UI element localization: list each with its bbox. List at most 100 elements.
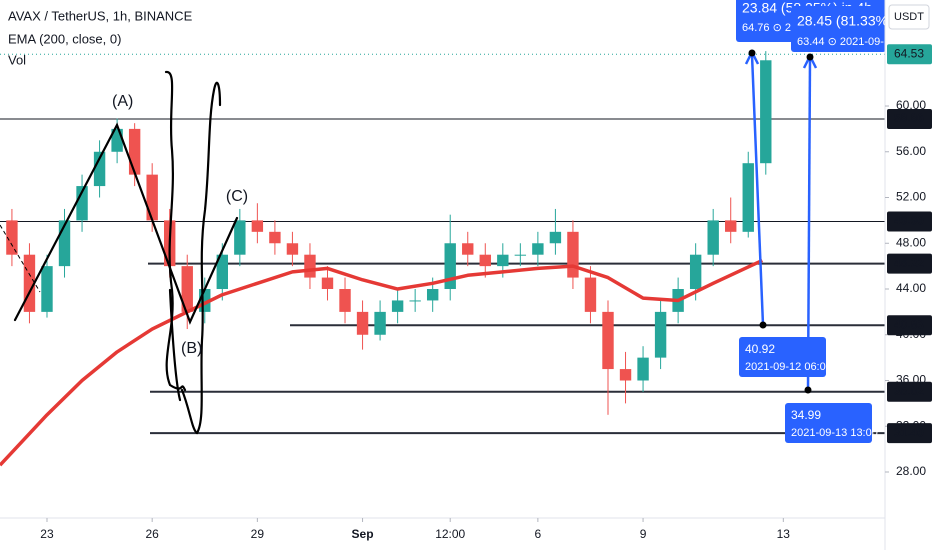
candle-body	[567, 231, 579, 278]
y-tick-label: 44.00	[896, 281, 926, 295]
symbol: AVAX / TetherUS, 1h, BINANCE	[8, 8, 193, 23]
volume-label: Vol	[8, 52, 26, 67]
x-tick-label: 26	[145, 527, 159, 541]
candle-body	[23, 254, 36, 312]
level-label-box	[887, 381, 932, 402]
axis-labels: 28.0032.0036.0040.0044.0048.0052.0056.00…	[40, 44, 932, 541]
measure-box: 40.92 2021-09-12 06:00	[739, 337, 832, 377]
ema-line	[0, 258, 764, 467]
candle-body	[619, 369, 632, 381]
candle-body	[6, 220, 18, 255]
level-label-box	[887, 109, 932, 130]
candle-body	[286, 243, 299, 255]
measure-text: 40.92	[745, 342, 775, 356]
candle-body	[304, 254, 316, 278]
candle-body	[76, 186, 88, 221]
dashed-line	[0, 224, 41, 293]
candle-body	[93, 151, 106, 187]
last-price-label: 64.53	[894, 46, 924, 60]
candle-body	[514, 254, 527, 256]
candle-body	[216, 254, 228, 290]
annotation: (B)	[181, 340, 202, 357]
candle-body	[321, 277, 334, 290]
measurements: 23.84 (58.25%) in 4h 64.76 ⊙ 2021-09-12 …	[736, 0, 896, 443]
measure-text: 28.45 (81.33%)	[797, 13, 893, 29]
candle-body	[374, 311, 386, 335]
measure-box: 34.99 2021-09-13 13:00	[785, 403, 878, 443]
measure-text: 63.44 ⊙ 2021-09-13	[797, 36, 896, 48]
candle-body	[41, 266, 53, 312]
candle-body	[637, 357, 649, 381]
candle-body	[181, 266, 193, 312]
x-tick-label: 12:00	[435, 527, 465, 541]
anchor-point	[759, 321, 767, 329]
y-tick-label: 52.00	[896, 190, 926, 204]
measure-text: 2021-09-12 06:00	[745, 361, 832, 373]
candle-body	[725, 220, 737, 232]
level-label: 40.83	[894, 317, 924, 331]
indicator: EMA (200, close, 0)	[8, 31, 121, 46]
candle-body	[356, 311, 369, 335]
candle-body	[549, 231, 562, 244]
level-label-box	[887, 211, 932, 232]
candle-body	[199, 289, 211, 312]
candle-body	[128, 128, 141, 175]
x-tick-label: 6	[535, 527, 542, 541]
level-label: 49.90	[894, 214, 924, 228]
candle-body	[234, 220, 246, 255]
candle-body	[742, 163, 754, 232]
y-tick-label: 48.00	[896, 235, 926, 249]
arrow	[750, 54, 765, 326]
candle-body	[251, 220, 264, 232]
level-label: 31.40	[894, 425, 924, 439]
candle-body	[497, 254, 509, 267]
level-label-box	[887, 315, 932, 336]
candle-body	[584, 277, 597, 312]
candle-body	[111, 128, 123, 152]
level-label-box	[887, 253, 932, 274]
y-tick-label: 60.00	[896, 98, 926, 112]
drawings: (A) (B) (C)	[0, 70, 248, 435]
candle-body	[689, 254, 702, 290]
anchor-point	[804, 386, 812, 394]
abc-line	[13, 122, 239, 325]
anchor-point	[748, 49, 756, 57]
box	[791, 6, 886, 52]
level-label: 58.86	[894, 111, 924, 125]
x-tick-label: 23	[40, 527, 54, 541]
y-tick-label: 56.00	[896, 144, 926, 158]
candle-body	[146, 174, 158, 221]
hand-curve	[195, 81, 222, 435]
measure-box: 28.45 (81.33%) 63.44 ⊙ 2021-09-13	[791, 6, 896, 52]
currency: USDT	[894, 11, 924, 23]
candle-body	[602, 311, 614, 370]
candle-body	[479, 254, 491, 267]
candle-body	[426, 289, 439, 301]
hand-curve	[180, 388, 199, 435]
anchor-point	[806, 53, 814, 61]
arrow	[806, 57, 812, 391]
plot-area	[0, 51, 885, 467]
x-tick-label: 9	[640, 527, 647, 541]
level-label: 46.22	[894, 256, 924, 270]
candle-body	[409, 300, 421, 302]
box	[739, 337, 826, 377]
price-axis	[885, 0, 932, 550]
hand-curve	[164, 70, 187, 392]
currency-box[interactable]	[888, 4, 930, 30]
measure-text: 34.99	[791, 408, 821, 422]
x-tick-label: 13	[777, 527, 791, 541]
annotation: (A)	[112, 93, 133, 110]
candle-body	[339, 289, 351, 312]
candle-body	[760, 60, 772, 164]
level-label: 35.02	[894, 384, 924, 398]
annotation: (C)	[226, 188, 248, 205]
box	[785, 403, 872, 443]
candle-body	[58, 220, 71, 267]
candle-body	[444, 243, 456, 290]
x-tick-label: 29	[251, 527, 265, 541]
x-tick-label: Sep	[352, 527, 374, 541]
candle-body	[269, 231, 281, 244]
y-tick-label: 28.00	[896, 464, 926, 478]
